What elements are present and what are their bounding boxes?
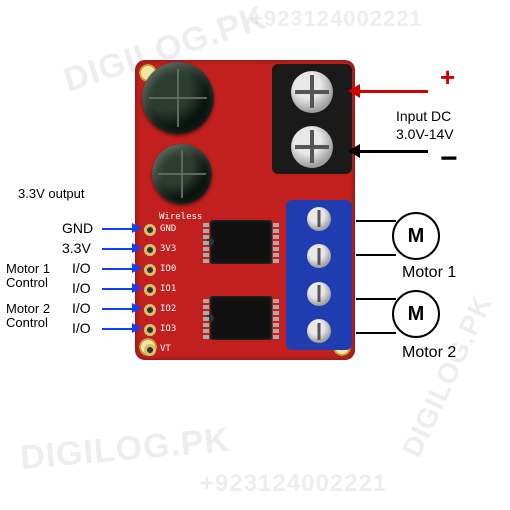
label-motor2-control: Motor 2Control — [6, 302, 50, 331]
silk-pin: GND — [160, 224, 176, 234]
pin-io3[interactable] — [144, 324, 156, 336]
arrow-to-pin — [102, 328, 132, 330]
silk-pin: IO2 — [160, 304, 176, 314]
screw-m2a[interactable] — [307, 282, 331, 306]
motor-terminal — [286, 200, 352, 350]
watermark-phone-2: +923124002221 — [200, 470, 387, 498]
silk-pin: IO0 — [160, 264, 176, 274]
label-3v3-output: 3.3V output — [18, 186, 85, 201]
arrow-red — [358, 90, 428, 93]
watermark-phone-1: +923124002221 — [250, 6, 423, 32]
arrow-head-icon — [132, 223, 142, 233]
pin-io1[interactable] — [144, 284, 156, 296]
label-pin-io1: I/O — [72, 280, 91, 296]
capacitor — [142, 62, 214, 134]
arrow-head-icon — [132, 243, 142, 253]
arrow-black — [358, 150, 428, 153]
pin-3v3[interactable] — [144, 244, 156, 256]
arrow-to-pin — [102, 268, 132, 270]
driver-ic-1 — [210, 220, 272, 264]
arrow-to-pin — [102, 248, 132, 250]
motor-wire — [356, 254, 396, 256]
label-pin-io2: I/O — [72, 300, 91, 316]
pin-io2[interactable] — [144, 304, 156, 316]
label-pin-3v3: 3.3V — [62, 240, 91, 256]
motor-wire — [356, 220, 396, 222]
plus-icon: + — [440, 62, 455, 93]
label-motor1-control: Motor 1Control — [6, 262, 50, 291]
arrow-to-pin — [102, 228, 132, 230]
arrow-to-pin — [102, 288, 132, 290]
silk-pin: IO3 — [160, 324, 176, 334]
motor-wire — [356, 332, 396, 334]
pin-io0[interactable] — [144, 264, 156, 276]
screw-m2b[interactable] — [307, 319, 331, 343]
arrow-head-icon — [132, 303, 142, 313]
silk-pin: IO1 — [160, 284, 176, 294]
screw-terminal-neg[interactable] — [291, 126, 333, 168]
label-pin-gnd: GND — [62, 220, 93, 236]
label-pin-io3: I/O — [72, 320, 91, 336]
screw-m1a[interactable] — [307, 207, 331, 231]
motor-wire — [356, 298, 396, 300]
stage: DIGILOG.PK +923124002221 DIGILOG.PK +923… — [0, 0, 510, 510]
driver-ic-2 — [210, 296, 272, 340]
label-input-dc-1: Input DC — [396, 108, 451, 124]
arrow-head-icon — [348, 84, 360, 98]
silk-pin: 3V3 — [160, 244, 176, 254]
arrow-head-icon — [132, 283, 142, 293]
arrow-head-icon — [348, 144, 360, 158]
silk-wireless: Wireless — [159, 212, 202, 222]
pin-gnd[interactable] — [144, 224, 156, 236]
power-terminal — [272, 64, 352, 174]
label-input-dc-2: 3.0V-14V — [396, 126, 454, 142]
pin-vt[interactable] — [144, 344, 156, 356]
arrow-head-icon — [132, 263, 142, 273]
label-pin-io0: I/O — [72, 260, 91, 276]
label-motor2: Motor 2 — [402, 344, 456, 362]
arrow-to-pin — [102, 308, 132, 310]
silk-pin: VT — [160, 344, 171, 354]
motor-symbol-1: M — [392, 212, 440, 260]
screw-terminal-pos[interactable] — [291, 71, 333, 113]
screw-m1b[interactable] — [307, 244, 331, 268]
minus-icon: − — [440, 142, 458, 176]
label-motor1: Motor 1 — [402, 264, 456, 282]
capacitor — [152, 144, 212, 204]
motor-symbol-2: M — [392, 290, 440, 338]
arrow-head-icon — [132, 323, 142, 333]
